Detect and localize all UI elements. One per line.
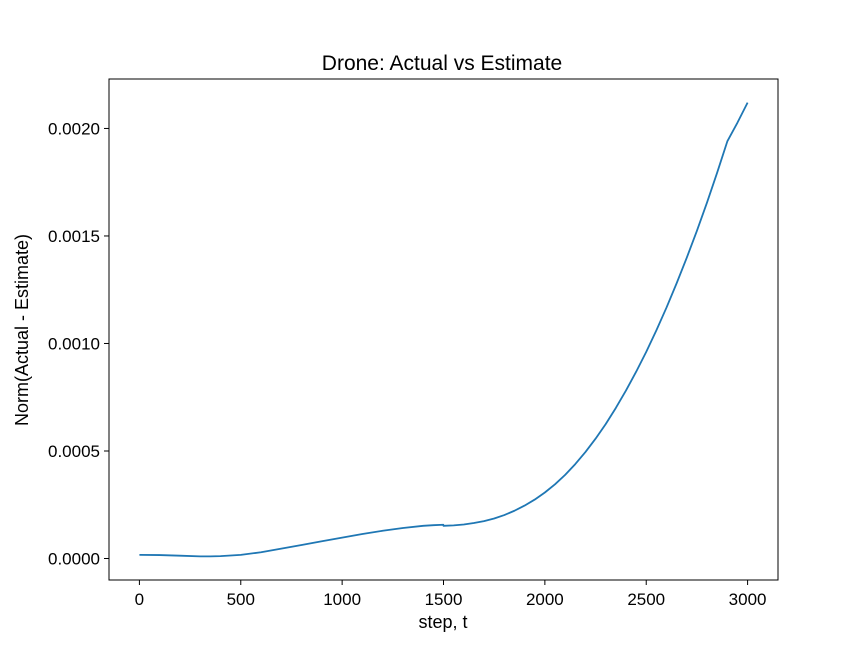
chart-title: Drone: Actual vs Estimate	[322, 52, 562, 75]
series-line	[139, 102, 749, 558]
x-tick-label: 500	[227, 590, 255, 609]
y-axis-label: Norm(Actual - Estimate)	[12, 234, 32, 426]
x-tick-label: 0	[135, 590, 144, 609]
x-axis-label: step, t	[418, 612, 467, 632]
x-tick-label: 2000	[526, 590, 564, 609]
axes-frame	[108, 78, 779, 581]
y-tick-label: 0.0015	[48, 227, 100, 246]
y-tick-label: 0.0000	[48, 549, 100, 568]
x-tick-label: 2500	[627, 590, 665, 609]
x-tick-label: 3000	[729, 590, 767, 609]
y-tick-label: 0.0020	[48, 119, 100, 138]
plot-area	[139, 102, 749, 558]
y-tick-label: 0.0010	[48, 334, 100, 353]
x-tick-label: 1000	[323, 590, 361, 609]
y-tick-label: 0.0005	[48, 442, 100, 461]
y-axis: 0.0000 0.0005 0.0010 0.0015 0.0020	[48, 119, 109, 568]
x-tick-label: 1500	[425, 590, 463, 609]
x-axis: 0 500 1000 1500 2000 2500 3000	[135, 580, 767, 609]
